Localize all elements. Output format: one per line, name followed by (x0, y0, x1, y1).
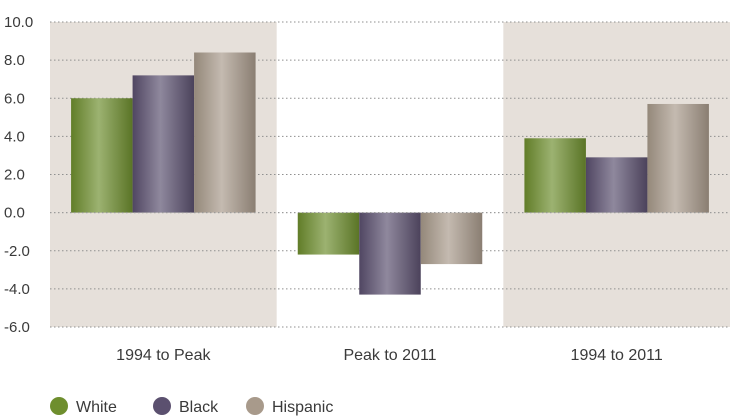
y-tick-label: 10.0 (4, 14, 33, 31)
legend-swatch-black (153, 397, 171, 415)
y-tick-label: -6.0 (4, 319, 30, 336)
bar-hispanic (194, 52, 256, 213)
legend-swatch-white (50, 397, 68, 415)
bar-hispanic (647, 103, 709, 213)
x-category-label: 1994 to 2011 (571, 347, 663, 364)
bar-white (71, 98, 133, 213)
bars (71, 52, 709, 295)
bar-black (132, 75, 195, 213)
bar-black (585, 157, 648, 213)
bar-hispanic (420, 212, 483, 265)
y-tick-label: -2.0 (4, 243, 30, 260)
y-tick-label: 6.0 (4, 90, 25, 107)
legend-label: Black (179, 399, 219, 416)
y-tick-label: 4.0 (4, 128, 25, 145)
x-axis-categories: 1994 to Peak Peak to 2011 1994 to 2011 (116, 347, 663, 364)
bar-white (297, 212, 360, 255)
x-category-label: 1994 to Peak (116, 347, 211, 364)
legend-label: White (76, 399, 117, 416)
bar-black (359, 212, 421, 295)
y-tick-label: 0.0 (4, 205, 25, 222)
y-tick-label: -4.0 (4, 281, 30, 298)
x-category-label: Peak to 2011 (343, 347, 436, 364)
legend-label: Hispanic (272, 399, 333, 416)
y-tick-label: 8.0 (4, 52, 25, 69)
bar-white (524, 138, 586, 213)
y-axis-ticks: 10.0 8.0 6.0 4.0 2.0 0.0 -2.0 -4.0 -6.0 (4, 14, 33, 336)
legend: White Black Hispanic (50, 397, 333, 416)
y-tick-label: 2.0 (4, 167, 25, 184)
legend-swatch-hispanic (246, 397, 264, 415)
